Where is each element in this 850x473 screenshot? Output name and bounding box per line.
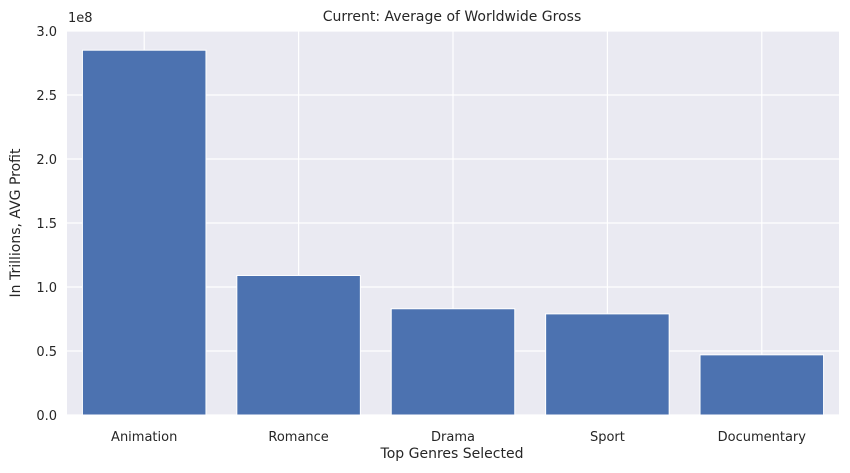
y-tick-label: 0.0 — [36, 409, 57, 424]
y-tick-label: 2.5 — [36, 89, 57, 104]
bar-romance — [236, 274, 361, 416]
bar-animation — [81, 49, 207, 416]
bar-sport — [545, 313, 670, 416]
x-axis-label: Top Genres Selected — [380, 446, 524, 462]
bar-documentary — [699, 354, 825, 416]
y-tick-label: 1.5 — [36, 217, 57, 232]
bar-drama — [390, 308, 516, 416]
chart-title: Current: Average of Worldwide Gross — [323, 9, 582, 25]
y-axis-offset-label: 1e8 — [68, 11, 93, 26]
x-tick-label: Sport — [590, 430, 625, 445]
x-tick-label: Romance — [268, 430, 328, 445]
x-tick-label: Animation — [111, 430, 177, 445]
y-tick-label: 2.0 — [36, 153, 57, 168]
x-tick-label: Drama — [431, 430, 475, 445]
x-tick-label: Documentary — [718, 430, 807, 445]
y-axis-label: In Trillions, AVG Profit — [8, 148, 24, 297]
y-tick-label: 0.5 — [36, 345, 57, 360]
y-tick-label: 3.0 — [36, 25, 57, 40]
y-tick-label: 1.0 — [36, 281, 57, 296]
tick-labels: 0.0 0.5 1.0 1.5 2.0 2.5 3.0 Animation Romance Dra… — [36, 25, 806, 445]
bars — [81, 49, 825, 416]
